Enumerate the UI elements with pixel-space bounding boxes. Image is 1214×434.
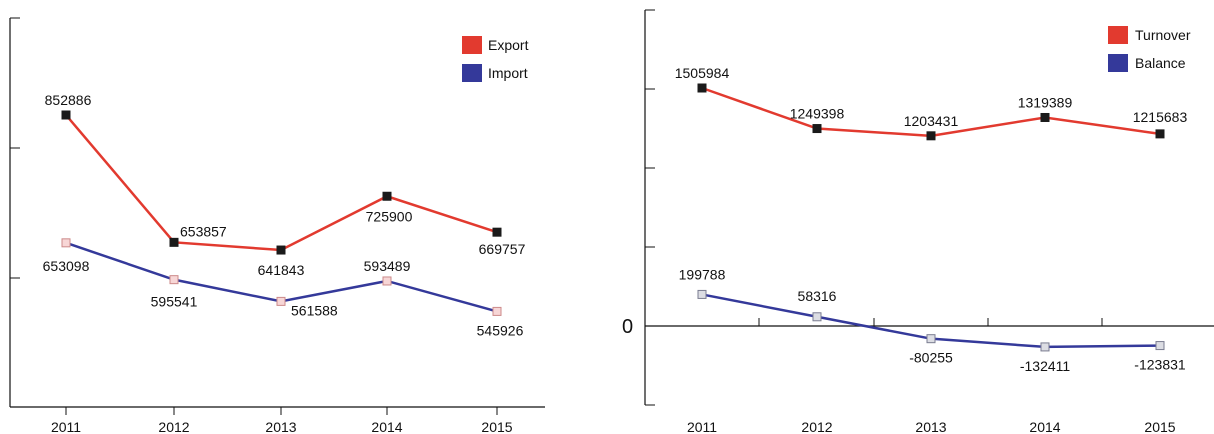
left-data-point xyxy=(492,306,502,316)
legend-swatch-turnover xyxy=(1108,26,1128,44)
right-data-point xyxy=(1040,112,1050,122)
right-data-label: 58316 xyxy=(798,288,837,304)
legend-label-import: Import xyxy=(488,65,528,81)
right-data-label: 1249398 xyxy=(790,106,845,122)
left-x-tick-label: 2013 xyxy=(265,419,296,434)
right-data-label: -80255 xyxy=(909,350,953,366)
left-x-tick-label: 2015 xyxy=(481,419,512,434)
left-x-tick-label: 2012 xyxy=(158,419,189,434)
right-data-point xyxy=(697,289,707,299)
right-x-tick-label: 2011 xyxy=(687,419,717,434)
left-data-label: 595541 xyxy=(151,294,198,310)
right-data-label: 199788 xyxy=(679,266,726,282)
left-data-point xyxy=(276,296,286,306)
legend-label-export: Export xyxy=(488,37,529,53)
legend-label-balance: Balance xyxy=(1135,55,1186,71)
right-data-label: -132411 xyxy=(1020,358,1071,374)
legend-label-turnover: Turnover xyxy=(1135,27,1191,43)
left-chart: 2011 2012 2013 2014 2015 852886 653857 641843 72… xyxy=(9,17,545,434)
left-data-label: 725900 xyxy=(366,208,413,224)
legend-swatch-import xyxy=(462,64,482,82)
right-x-tick-label: 2013 xyxy=(915,419,946,434)
left-x-tick-label: 2014 xyxy=(371,419,402,434)
legend-swatch-balance xyxy=(1108,54,1128,72)
right-data-label: 1203431 xyxy=(904,113,959,129)
left-data-label: 653857 xyxy=(180,223,227,239)
right-data-label: 1319389 xyxy=(1018,94,1073,110)
left-data-label: 641843 xyxy=(258,262,305,278)
right-x-tick-label: 2012 xyxy=(801,419,832,434)
left-data-point xyxy=(492,227,502,237)
right-data-label: -123831 xyxy=(1134,357,1186,373)
right-data-point xyxy=(697,83,707,93)
right-x-tick-label: 2014 xyxy=(1029,419,1060,434)
left-data-point xyxy=(61,110,71,120)
right-data-label: 1215683 xyxy=(1133,109,1188,125)
left-series-line-export xyxy=(65,114,498,252)
left-data-point xyxy=(61,238,71,248)
left-data-label: 653098 xyxy=(43,258,90,274)
right-plot-area: 2011 2012 2013 2014 2015 1505984 1249398 120343… xyxy=(675,65,1188,434)
right-chart: 0 2011 2012 2013 2014 2015 1505984 1249398 1203… xyxy=(622,9,1214,434)
left-data-label: 561588 xyxy=(291,302,338,318)
legend-swatch-export xyxy=(462,36,482,54)
right-data-point xyxy=(1155,341,1165,351)
right-data-point xyxy=(812,312,822,322)
right-data-point xyxy=(1040,342,1050,352)
left-x-tick-label: 2011 xyxy=(51,419,81,434)
left-data-label: 545926 xyxy=(477,322,524,338)
right-data-label: 1505984 xyxy=(675,65,730,81)
right-y-zero-label: 0 xyxy=(622,316,633,338)
left-plot-area: 2011 2012 2013 2014 2015 852886 653857 641843 72… xyxy=(43,92,526,434)
left-data-label: 852886 xyxy=(45,92,92,108)
left-data-point xyxy=(276,245,286,255)
left-data-point xyxy=(169,237,179,247)
left-data-label: 593489 xyxy=(364,258,411,274)
left-legend: Export Import xyxy=(462,36,529,82)
right-data-point xyxy=(926,334,936,344)
left-data-point xyxy=(169,275,179,285)
left-data-label: 669757 xyxy=(479,241,526,257)
left-data-point xyxy=(382,191,392,201)
right-legend: Turnover Balance xyxy=(1108,26,1191,72)
left-data-point xyxy=(382,276,392,286)
right-x-tick-label: 2015 xyxy=(1144,419,1175,434)
right-data-point xyxy=(926,131,936,141)
right-data-point xyxy=(812,124,822,134)
right-data-point xyxy=(1155,129,1165,139)
